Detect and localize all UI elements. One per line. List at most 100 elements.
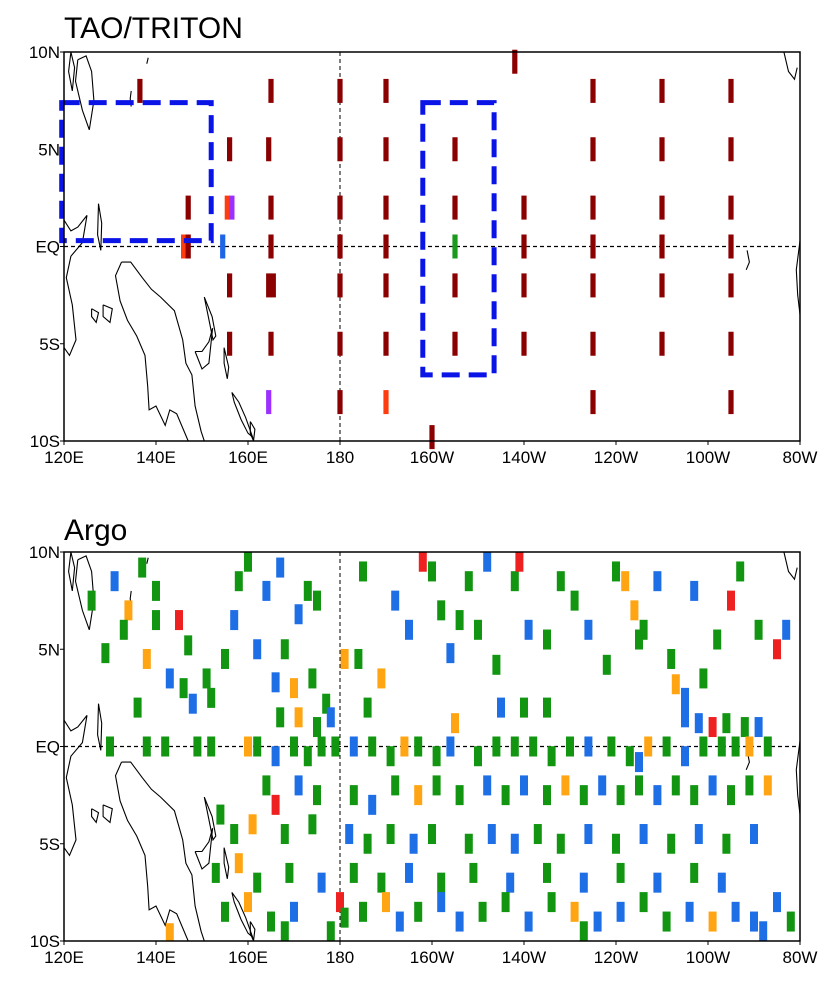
argo-profile-marker [750,824,758,845]
argo-profile-marker [377,668,386,689]
x-tick-label: 140W [502,448,546,467]
coastline-segment [102,804,113,824]
argo-profile-marker [570,901,579,922]
argo-profile-marker [234,571,243,592]
argo-profile-marker [745,775,754,796]
y-tick-label: 10S [30,932,60,951]
buoy-marker [337,390,343,415]
argo-profile-marker [694,713,703,734]
x-tick-label: 100W [686,448,730,467]
argo-profile-marker [754,619,763,640]
argo-profile-marker [119,619,128,640]
argo-profile-marker [763,775,772,796]
argo-profile-marker [262,580,271,601]
argo-profile-marker [455,911,464,932]
argo-profile-marker [708,911,717,932]
argo-profile-marker [409,833,418,854]
argo-profile-marker [579,785,588,806]
map-frame [63,551,801,942]
argo-profile-marker [142,736,151,757]
argo-profile-marker [262,775,271,796]
argo-profile-marker [474,619,482,640]
argo-profile-marker [363,833,372,854]
argo-profile-marker [621,571,630,592]
coastline-segment [194,328,214,370]
buoy-marker [337,78,343,103]
buoy-marker [270,273,276,298]
buoy-marker [590,195,596,220]
x-tick-label: 140E [136,948,176,967]
argo-profile-marker [414,736,423,757]
argo-profile-marker [584,736,593,757]
buoy-marker [383,195,389,220]
argo-profile-marker [285,862,294,883]
argo-profile-marker [276,557,285,578]
argo-profile-marker [308,668,317,689]
argo-profile-marker [681,687,689,708]
argo-profile-marker [382,892,390,913]
tao-triton-panel: TAO/TRITON 120E 140E 160E 180 160W 140W 120W 10… [29,12,818,467]
argo-profile-marker [244,736,252,757]
argo-profile-marker [759,921,768,941]
argo-profile-marker [106,736,114,757]
argo-profile-marker [184,635,193,656]
coastline-segment [146,557,149,564]
argo-profile-marker [391,775,400,796]
argo-profile-marker [400,736,409,757]
buoy-marker [590,137,596,162]
argo-profile-marker [326,707,335,728]
argo-profile-marker [368,794,377,815]
argo-profile-marker [432,746,441,767]
argo-profile-marker [681,707,689,728]
argo-profile-marker [437,872,446,893]
coastline [64,52,800,441]
argo-profile-marker [271,746,280,767]
argo-profile-marker [418,552,427,572]
y-tick-label: 10N [29,43,60,62]
argo-profile-marker [437,892,446,913]
coastline-segment [249,921,256,941]
coastline-segment [223,347,230,379]
argo-profile-marker [740,717,749,738]
argo-profile-marker [193,736,202,757]
coastline-segment [203,796,217,842]
argo-profile-marker [142,648,151,669]
coastline-segment [74,555,95,630]
argo-profile-marker [639,892,648,913]
argo-profile-marks [87,552,795,941]
argo-profile-marker [386,746,395,767]
argo-profile-marker [510,833,519,854]
buoy-marker [383,78,389,103]
argo-profile-marker [395,911,404,932]
argo-profile-marker [326,921,335,941]
argo-profile-marker [221,901,229,922]
argo-profile-marker [446,736,455,757]
buoy-marker [227,273,233,298]
buoy-marker [521,273,527,298]
buoy-marker [337,273,343,298]
buoy-marker [185,195,191,220]
buoy-marker [659,195,665,220]
argo-profile-marker [455,785,464,806]
buoy-marker [268,331,274,356]
argo-profile-marker [644,736,653,757]
argo-profile-marker [773,639,781,660]
argo-profile-marker [248,814,257,835]
argo-profile-marker [313,590,321,611]
argo-profile-marker [543,697,551,718]
y-tick-label: 10N [29,543,60,562]
argo-profile-marker [483,775,492,796]
buoy-marker [521,234,527,259]
x-tick-label: 180 [326,448,354,467]
argo-profile-marker [432,775,441,796]
y-tick-label: 5S [39,835,60,854]
argo-profile-marker [414,785,423,806]
argo-profile-marker [368,736,377,757]
argo-profile-marker [547,892,556,913]
argo-profile-marker [492,654,501,675]
argo-profile-marker [211,862,220,883]
x-tick-label: 160W [410,948,454,967]
argo-profile-marker [124,600,133,621]
coastline-segment [97,203,103,251]
argo-profile-marker [303,580,312,601]
